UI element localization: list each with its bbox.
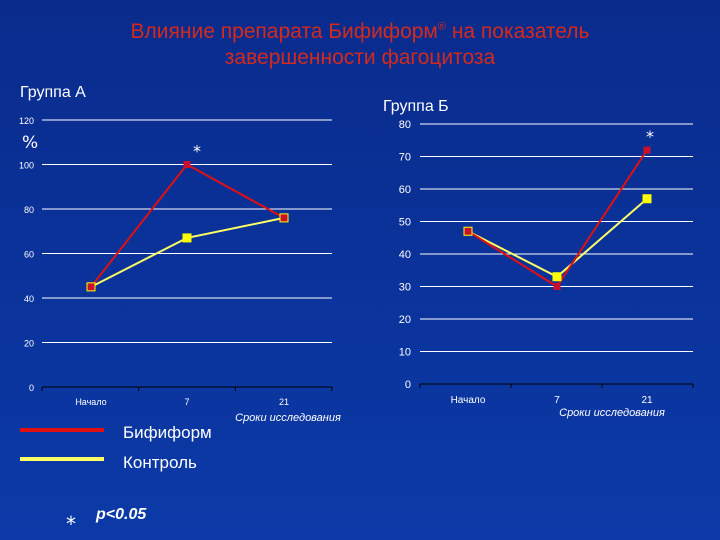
slide-title: Влияние препарата Бифиформ® на показател…: [0, 14, 720, 71]
x-tick-label: 7: [184, 397, 189, 407]
y-tick-label: 80: [399, 119, 411, 131]
title-line1: Влияние препарата Бифиформ: [130, 20, 438, 43]
y-tick-label: 20: [24, 339, 34, 349]
significance-star: *: [646, 127, 654, 146]
legend-line-control: [20, 457, 104, 461]
series-line-bifiform: [90, 163, 285, 288]
title-line2: завершенности фагоцитоза: [224, 46, 496, 69]
x-tick-label: Начало: [451, 395, 486, 406]
data-point-bifiform: [183, 161, 191, 168]
y-tick-label: 60: [24, 250, 34, 260]
x-tick-label: 7: [554, 395, 560, 406]
legend-label-bifiform: Бифиформ: [123, 423, 212, 442]
significance-star: *: [193, 142, 201, 161]
y-tick-label: 50: [399, 217, 411, 229]
y-tick-label: 40: [24, 294, 34, 304]
y-tick-label: 0: [405, 379, 411, 391]
significance-marker: *: [66, 512, 76, 536]
data-point-control: [182, 233, 192, 243]
legend-line-bifiform: [20, 428, 104, 432]
registered-mark: ®: [437, 21, 446, 33]
y-tick-label: 100: [19, 161, 34, 171]
x-axis-label: Сроки исследования: [235, 412, 341, 424]
data-point-bifiform: [553, 283, 561, 290]
y-tick-label: 60: [399, 184, 411, 196]
data-point-bifiform: [643, 146, 651, 154]
series-line-control: [467, 197, 648, 278]
x-tick-label: Начало: [75, 397, 106, 407]
y-tick-label: 120: [19, 116, 34, 126]
y-tick-label: 10: [399, 347, 411, 359]
y-tick-label: 0: [29, 383, 34, 393]
series-line-control: [90, 216, 285, 288]
y-tick-label: 70: [399, 152, 411, 164]
y-tick-label: 20: [399, 314, 411, 326]
data-point-control: [642, 194, 652, 204]
x-tick-label: 21: [279, 397, 289, 407]
legend-label-control: Контроль: [123, 453, 197, 472]
data-point-bifiform: [464, 227, 472, 235]
unit-label: %: [22, 133, 39, 153]
data-point-control: [552, 272, 562, 282]
significance-text: p<0.05: [96, 506, 147, 523]
data-point-bifiform: [280, 214, 288, 222]
data-point-bifiform: [87, 283, 95, 291]
y-tick-label: 30: [399, 282, 411, 294]
group-a-label: Группа А: [20, 84, 86, 101]
y-tick-label: 40: [399, 249, 411, 261]
group-b-label: Группа Б: [383, 98, 449, 115]
x-axis-label: Сроки исследования: [559, 407, 665, 419]
series-line-bifiform: [467, 149, 648, 288]
y-tick-label: 80: [24, 205, 34, 215]
x-tick-label: 21: [641, 395, 653, 406]
title-line1-end: на показатель: [445, 20, 590, 43]
